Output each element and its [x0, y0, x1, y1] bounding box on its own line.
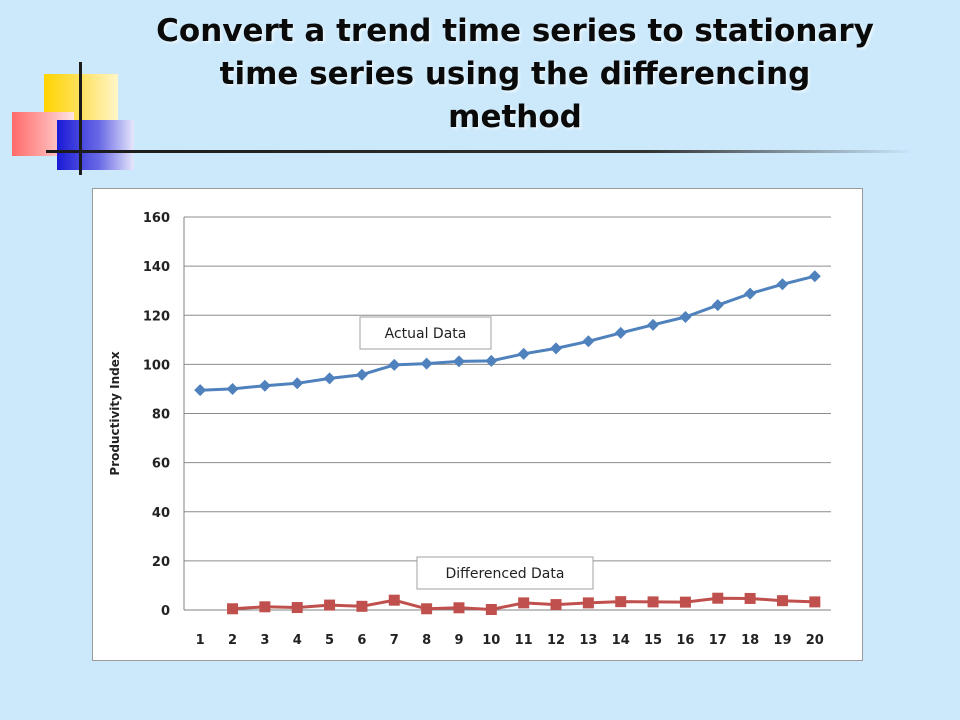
annotation-actual-data-box [359, 316, 492, 350]
data-point-square [388, 594, 400, 606]
series-lines [194, 270, 821, 616]
x-tick-label: 14 [612, 633, 630, 648]
y-tick-label: 60 [152, 457, 170, 472]
data-point-diamond [550, 342, 563, 355]
data-point-diamond [194, 384, 207, 397]
x-tick-label: 16 [676, 633, 694, 648]
data-point-square [356, 600, 368, 612]
data-point-diamond [355, 368, 368, 381]
data-point-square [679, 596, 691, 608]
data-point-square [582, 597, 594, 609]
data-point-square [550, 599, 562, 611]
data-point-square [518, 597, 530, 609]
x-tick-label: 18 [741, 633, 759, 648]
data-point-square [421, 603, 433, 615]
data-point-diamond [485, 354, 498, 367]
data-point-square [291, 602, 303, 614]
x-tick-label: 9 [454, 633, 463, 648]
x-tick-label: 11 [515, 633, 533, 648]
x-tick-label: 12 [547, 633, 565, 648]
y-tick-label: 40 [152, 506, 170, 521]
y-tick-label: 160 [143, 211, 170, 226]
data-point-diamond [711, 299, 724, 312]
annotation-actual-data-label: Actual Data [385, 326, 467, 342]
series-annotations: Actual Data Differenced Data [359, 316, 594, 590]
data-point-diamond [452, 355, 465, 368]
y-tick-label: 120 [143, 309, 170, 324]
data-point-diamond [258, 379, 271, 392]
x-tick-label: 17 [709, 633, 727, 648]
annotation-differenced-data-box [416, 556, 594, 590]
y-tick-label: 140 [143, 260, 170, 275]
y-tick-label: 80 [152, 408, 170, 423]
data-point-diamond [226, 382, 239, 395]
y-tick-label: 20 [152, 555, 170, 570]
data-point-diamond [679, 310, 692, 323]
data-point-square [744, 592, 756, 604]
x-tick-label: 19 [773, 633, 791, 648]
gridlines [183, 216, 831, 611]
x-tick-label: 13 [579, 633, 597, 648]
y-tick-labels: 0 20 40 60 80 100 120 140 160 [143, 211, 170, 619]
series-line-actual [200, 274, 816, 392]
data-point-diamond [420, 357, 433, 370]
data-point-diamond [614, 326, 627, 339]
x-tick-label: 10 [482, 633, 500, 648]
data-point-diamond [582, 335, 595, 348]
annotation-differenced-data-label: Differenced Data [446, 566, 565, 582]
data-point-diamond [291, 377, 304, 390]
data-point-square [485, 604, 497, 616]
data-point-diamond [388, 358, 401, 371]
data-point-square [809, 596, 821, 608]
data-point-square [227, 603, 239, 615]
data-point-square [712, 592, 724, 604]
data-point-square [776, 595, 788, 607]
decor-vertical-line [79, 62, 82, 175]
x-tick-label: 7 [390, 633, 399, 648]
chart-area: 0 20 40 60 80 100 120 140 160 1 2 3 4 5 6 7 8 9 10 11 12 13 1… [92, 188, 863, 661]
data-point-diamond [744, 287, 757, 300]
x-tick-label: 20 [806, 633, 824, 648]
y-tick-label: 0 [161, 604, 170, 619]
data-point-square [647, 596, 659, 608]
decor-blue-square [57, 120, 134, 170]
x-tick-label: 8 [422, 633, 431, 648]
data-point-diamond [808, 270, 821, 283]
data-point-diamond [776, 278, 789, 291]
y-axis-label: Productivity Index [108, 351, 122, 475]
x-tick-label: 4 [293, 633, 302, 648]
x-tick-label: 3 [260, 633, 269, 648]
y-tick-label: 100 [143, 358, 170, 373]
data-point-diamond [647, 318, 660, 331]
x-tick-label: 5 [325, 633, 334, 648]
x-tick-label: 2 [228, 633, 237, 648]
data-point-square [453, 602, 465, 614]
slide-title: Convert a trend time series to stationar… [156, 13, 874, 135]
data-point-square [615, 596, 627, 608]
data-point-square [259, 601, 271, 613]
x-tick-label: 6 [357, 633, 366, 648]
data-point-diamond [323, 372, 336, 385]
x-tick-label: 15 [644, 633, 662, 648]
x-tick-label: 1 [196, 633, 205, 648]
x-tick-labels: 1 2 3 4 5 6 7 8 9 10 11 12 13 14 15 16 17 18 19 20 [196, 633, 824, 648]
decor-horizontal-line [46, 150, 910, 153]
data-point-diamond [517, 347, 530, 360]
data-point-square [324, 599, 336, 611]
